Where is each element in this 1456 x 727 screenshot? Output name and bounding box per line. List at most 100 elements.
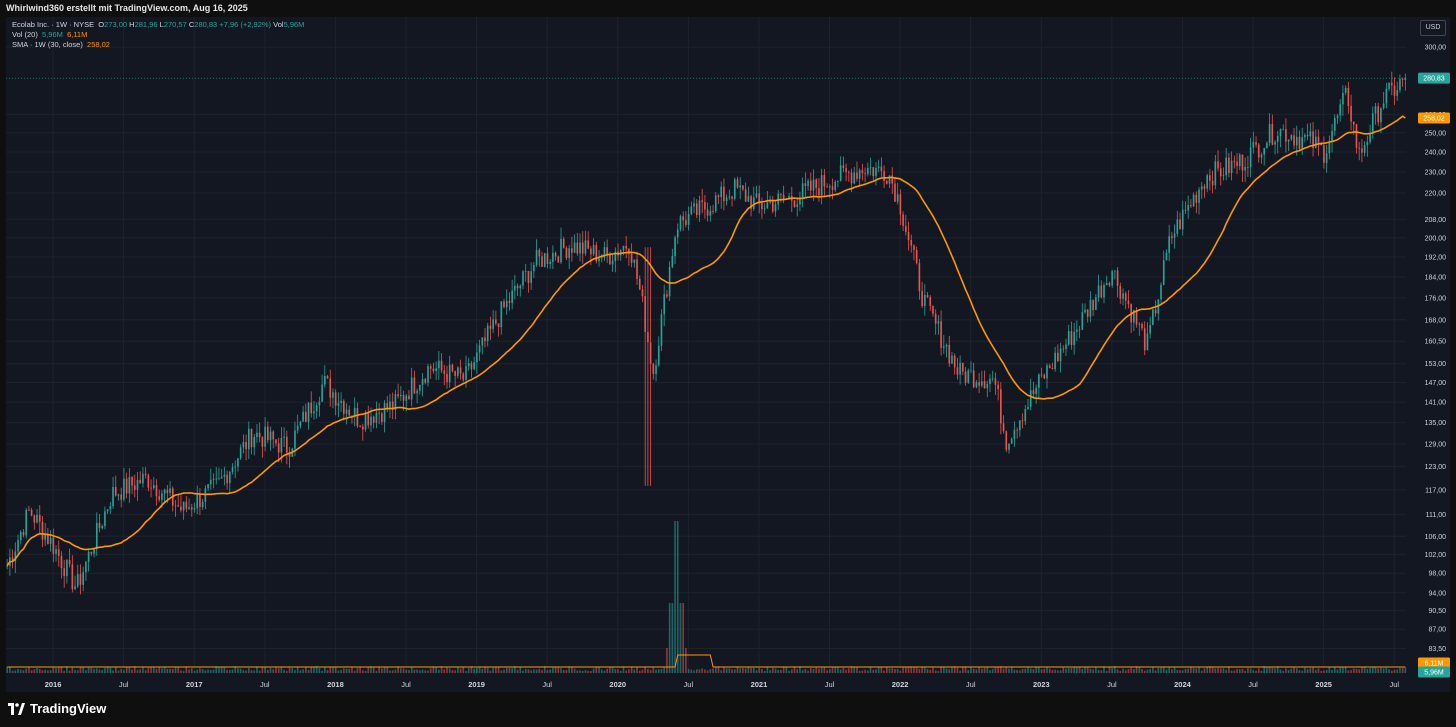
candle-body — [828, 186, 831, 188]
volume-bar — [117, 670, 120, 673]
candle-body — [538, 249, 541, 257]
candle-body — [1073, 331, 1075, 346]
volume-bar — [76, 670, 79, 673]
legend-symbol[interactable]: Ecolab Inc. · 1W · NYSE — [12, 20, 95, 29]
volume-bar — [606, 668, 608, 673]
volume-bar — [63, 670, 66, 673]
volume-bar — [307, 669, 310, 673]
volume-bar — [896, 668, 899, 673]
volume-bar — [95, 668, 98, 673]
volume-bar — [660, 669, 663, 673]
volume-bar — [1309, 668, 1312, 673]
volume-bar — [82, 667, 85, 673]
candle-body — [324, 376, 326, 385]
volume-bar — [1160, 667, 1162, 673]
chart-area[interactable]: 300,00260,00250,00240,00230,00220,00208,… — [6, 17, 1450, 692]
volume-bar — [1019, 670, 1021, 673]
candle-body — [1108, 283, 1111, 286]
volume-bar — [1141, 668, 1143, 673]
volume-bar — [1263, 666, 1266, 673]
candle-body — [1051, 367, 1054, 370]
candle-body — [850, 172, 853, 184]
volume-bar — [1013, 669, 1016, 673]
volume-bar — [245, 670, 247, 673]
x-tick-label: Jul — [1107, 680, 1117, 689]
volume-bar — [1369, 667, 1371, 673]
volume-bar — [1325, 669, 1328, 673]
volume-bar — [603, 670, 606, 673]
volume-bar — [796, 669, 799, 673]
candle-body — [52, 537, 55, 554]
candle-body — [581, 242, 584, 254]
candle-body — [253, 436, 256, 448]
currency-button[interactable]: USD — [1420, 20, 1446, 36]
candle-body — [905, 225, 907, 232]
tradingview-logo[interactable]: TradingView — [8, 701, 106, 716]
volume-bar — [1385, 667, 1388, 673]
volume-bar — [47, 670, 49, 673]
volume-bar — [910, 666, 913, 673]
volume-bar — [1257, 668, 1260, 673]
volume-bar — [60, 667, 63, 673]
candle-body — [782, 194, 785, 200]
x-tick-label: 2025 — [1315, 680, 1332, 689]
candle-body — [1306, 134, 1309, 137]
volume-bar — [641, 669, 644, 673]
candle-body — [600, 257, 603, 259]
candle-body — [1127, 300, 1130, 304]
volume-bar — [636, 666, 638, 673]
candle-body — [150, 487, 152, 489]
candle-body — [546, 253, 549, 264]
volume-bar — [476, 667, 478, 673]
volume-bar — [1241, 668, 1244, 673]
volume-bar — [943, 667, 945, 673]
volume-bar — [997, 666, 999, 673]
candle-body — [706, 209, 709, 216]
volume-bar — [218, 667, 220, 673]
candle-body — [41, 521, 44, 540]
candle-body — [1176, 219, 1179, 234]
candle-body — [763, 208, 766, 210]
volume-bar — [19, 669, 22, 673]
candle-body — [725, 197, 728, 202]
y-tick-label: 87,00 — [1428, 627, 1446, 634]
candle-body — [286, 436, 288, 453]
volume-bar — [1027, 667, 1029, 673]
candle-body — [106, 509, 109, 512]
candle-body — [853, 172, 856, 184]
y-tick-label: 192,00 — [1425, 254, 1447, 261]
volume-bar — [978, 666, 980, 673]
candle-body — [280, 437, 283, 453]
volume-bar — [1366, 668, 1369, 673]
candle-body — [1276, 136, 1279, 142]
candle-body — [419, 384, 421, 391]
candle-body — [169, 488, 171, 494]
volume-bar — [446, 667, 448, 673]
candle-body — [951, 355, 953, 364]
candle-body — [590, 248, 592, 255]
volume-bar — [557, 666, 560, 673]
volume-bar — [142, 666, 144, 673]
sma-indicator-value: 258,02 — [87, 40, 110, 49]
candle-body — [755, 193, 758, 198]
candle-body — [381, 413, 383, 422]
candle-body — [1203, 186, 1206, 189]
candle-body — [76, 574, 79, 587]
candle-body — [394, 394, 397, 410]
candle-body — [1171, 236, 1173, 238]
price-chart[interactable]: 300,00260,00250,00240,00230,00220,00208,… — [6, 17, 1450, 692]
legend-sma-row[interactable]: SMA · 1W (30, close) 258,02 — [12, 40, 304, 50]
volume-bar — [44, 669, 46, 673]
candle-body — [307, 402, 310, 422]
candle-body — [123, 478, 125, 500]
candle-body — [1057, 352, 1059, 362]
volume-bar — [353, 670, 356, 673]
x-tick-label: Jul — [684, 680, 694, 689]
candle-body — [891, 175, 894, 184]
legend-volume-row[interactable]: Vol (20) 5,96M 6,11M — [12, 30, 304, 40]
candle-body — [1124, 293, 1127, 301]
volume-bar — [391, 670, 394, 673]
y-tick-label: 200,00 — [1425, 235, 1447, 242]
volume-bar — [1209, 666, 1211, 673]
x-tick-label: Jul — [401, 680, 411, 689]
